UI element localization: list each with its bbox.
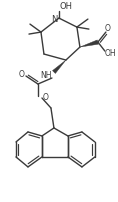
Text: O: O (43, 93, 49, 101)
Text: O: O (19, 69, 25, 79)
Text: OH: OH (105, 48, 117, 58)
Text: OH: OH (59, 2, 72, 11)
Polygon shape (80, 40, 99, 47)
Polygon shape (53, 60, 66, 74)
Text: NH: NH (40, 70, 52, 80)
Text: N: N (51, 15, 57, 24)
Text: O: O (105, 24, 111, 33)
